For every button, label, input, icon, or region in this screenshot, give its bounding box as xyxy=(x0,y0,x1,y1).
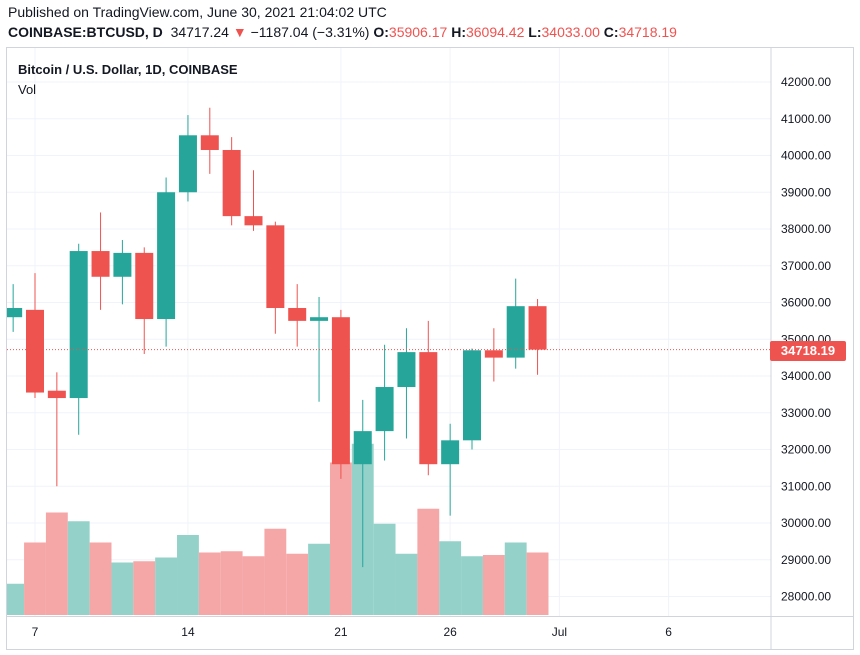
y-tick-label: 28000.00 xyxy=(781,590,831,604)
candle-body xyxy=(463,350,481,441)
candle-body xyxy=(47,390,66,399)
candle-body xyxy=(375,387,394,432)
y-tick-label: 39000.00 xyxy=(781,185,831,199)
y-tick-label: 33000.00 xyxy=(781,406,831,420)
candle-body xyxy=(484,350,503,358)
plot-area xyxy=(7,107,549,615)
candle-body xyxy=(244,216,263,226)
candle-body xyxy=(69,251,88,399)
candle-body xyxy=(178,135,197,193)
y-tick-label: 40000.00 xyxy=(781,149,831,163)
x-tick-label: Jul xyxy=(552,625,567,639)
chart-frame xyxy=(6,47,854,650)
volume-bar xyxy=(67,521,90,615)
high-value: 36094.42 xyxy=(465,24,525,40)
y-tick-label: 29000.00 xyxy=(781,553,831,567)
candle-body xyxy=(441,440,460,465)
candle-body xyxy=(135,252,154,320)
candle-body xyxy=(91,251,110,277)
candle-body xyxy=(222,149,241,217)
published-caption: Published on TradingView.com, June 30, 2… xyxy=(8,4,387,20)
candle-body xyxy=(7,308,23,318)
high-label: H: xyxy=(451,24,466,40)
y-tick-label: 42000.00 xyxy=(781,75,831,89)
volume-bar xyxy=(155,557,178,615)
volume-bar xyxy=(264,528,287,615)
y-tick-label: 41000.00 xyxy=(781,112,831,126)
price-change: −1187.04 (−3.31%) xyxy=(250,24,370,40)
symbol-label: COINBASE:BTCUSD, D xyxy=(8,24,163,40)
candle-body xyxy=(506,306,525,358)
volume-bar xyxy=(373,523,396,615)
volume-bar xyxy=(7,583,25,615)
volume-bar xyxy=(286,553,309,615)
y-tick-label: 32000.00 xyxy=(781,443,831,457)
volume-bar xyxy=(45,512,68,615)
x-tick-label: 14 xyxy=(181,625,195,639)
candle-body xyxy=(266,225,285,309)
candle-body xyxy=(288,308,307,321)
volume-bar xyxy=(24,542,46,615)
x-tick-label: 26 xyxy=(443,625,457,639)
y-tick-label: 34000.00 xyxy=(781,369,831,383)
low-label: L: xyxy=(528,24,542,40)
volume-bar xyxy=(329,462,352,615)
volume-bar xyxy=(526,552,549,615)
candle-body xyxy=(310,317,329,321)
y-tick-label: 38000.00 xyxy=(781,222,831,236)
volume-bar xyxy=(177,535,199,615)
open-label: O: xyxy=(373,24,389,40)
y-tick-label: 36000.00 xyxy=(781,296,831,310)
last-price: 34717.24 xyxy=(170,24,229,40)
volume-bar xyxy=(242,556,265,615)
volume-bar xyxy=(395,553,418,615)
volume-bar xyxy=(417,508,440,615)
candle-body xyxy=(113,252,132,277)
candle-body xyxy=(200,135,219,150)
volume-bar xyxy=(111,562,134,615)
volume-bar xyxy=(482,555,505,615)
close-label: C: xyxy=(603,24,619,40)
y-tick-label: 30000.00 xyxy=(781,516,831,530)
volume-bar xyxy=(89,542,112,615)
down-arrow-icon: ▼ xyxy=(232,24,247,40)
candle-body xyxy=(419,352,438,465)
volume-bar xyxy=(504,542,527,615)
candle-body xyxy=(528,306,547,350)
candle-body xyxy=(353,431,372,465)
close-value: 34718.19 xyxy=(618,24,677,40)
low-value: 34033.00 xyxy=(541,24,600,40)
x-tick-label: 7 xyxy=(32,625,39,639)
volume-bar xyxy=(461,556,483,615)
volume-bar xyxy=(198,552,221,615)
y-tick-label: 31000.00 xyxy=(781,479,831,493)
y-tick-label: 37000.00 xyxy=(781,259,831,273)
volume-legend: Vol xyxy=(18,82,37,97)
open-value: 35906.17 xyxy=(388,24,448,40)
chart-legend-title: Bitcoin / U.S. Dollar, 1D, COINBASE xyxy=(18,62,238,77)
last-price-tag: 34718.19 xyxy=(770,341,846,361)
volume-bar xyxy=(439,541,462,615)
volume-bar xyxy=(133,561,156,615)
volume-bar xyxy=(220,551,243,615)
candle-body xyxy=(157,192,176,320)
symbol-ohlc-line: COINBASE:BTCUSD, D 34717.24 ▼ −1187.04 (… xyxy=(8,24,677,40)
candle-body xyxy=(397,352,416,388)
x-tick-label: 6 xyxy=(665,625,672,639)
candle-body xyxy=(331,317,350,465)
volume-bar xyxy=(308,543,330,615)
x-tick-label: 21 xyxy=(334,625,348,639)
candle-body xyxy=(26,309,44,393)
